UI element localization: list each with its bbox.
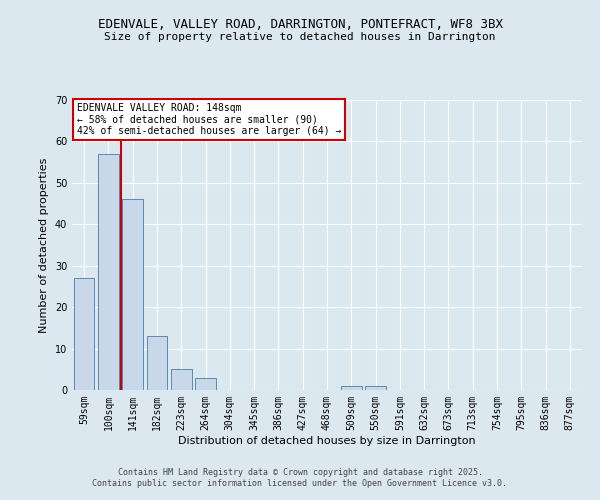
Bar <box>74 278 94 390</box>
Bar <box>146 336 167 390</box>
Bar <box>171 370 191 390</box>
Bar <box>365 386 386 390</box>
X-axis label: Distribution of detached houses by size in Darrington: Distribution of detached houses by size … <box>178 436 476 446</box>
Text: Size of property relative to detached houses in Darrington: Size of property relative to detached ho… <box>104 32 496 42</box>
Bar <box>341 386 362 390</box>
Bar <box>98 154 119 390</box>
Text: EDENVALE VALLEY ROAD: 148sqm
← 58% of detached houses are smaller (90)
42% of se: EDENVALE VALLEY ROAD: 148sqm ← 58% of de… <box>77 103 341 136</box>
Text: EDENVALE, VALLEY ROAD, DARRINGTON, PONTEFRACT, WF8 3BX: EDENVALE, VALLEY ROAD, DARRINGTON, PONTE… <box>97 18 503 30</box>
Text: Contains HM Land Registry data © Crown copyright and database right 2025.
Contai: Contains HM Land Registry data © Crown c… <box>92 468 508 487</box>
Bar <box>195 378 216 390</box>
Y-axis label: Number of detached properties: Number of detached properties <box>39 158 49 332</box>
Bar <box>122 200 143 390</box>
